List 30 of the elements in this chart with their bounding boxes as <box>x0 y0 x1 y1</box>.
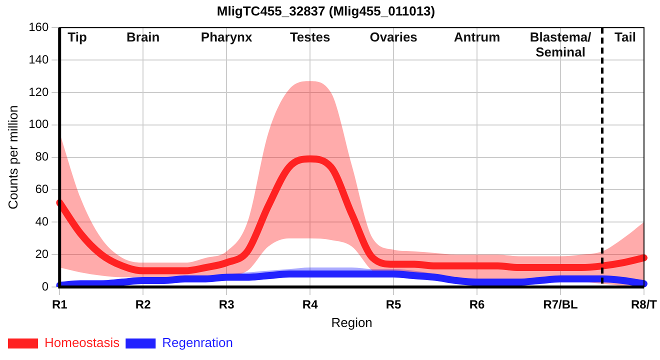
annotation: Tail <box>614 30 636 45</box>
x-axis-title: Region <box>331 314 372 330</box>
x-tick-label: R3 <box>218 298 235 312</box>
annotation: Testes <box>290 30 330 45</box>
x-tick-label: R1 <box>52 298 68 312</box>
y-tick-label: 160 <box>28 20 49 34</box>
chart-title: MligTC455_32837 (Mlig455_011013) <box>216 3 436 18</box>
y-tick-label: 120 <box>28 84 49 99</box>
annotation: Tip <box>68 30 87 45</box>
y-tick-label: 80 <box>35 150 49 164</box>
y-tick-label: 40 <box>35 214 49 228</box>
x-tick-label: R8/T <box>630 298 658 312</box>
y-tick-label: 60 <box>35 182 49 196</box>
y-tick-label: 140 <box>28 52 49 66</box>
annotation: Ovaries <box>370 30 418 45</box>
x-tick-label: R7/BL <box>543 298 578 312</box>
annotation: Pharynx <box>200 30 253 45</box>
x-tick-label: R2 <box>135 298 152 312</box>
annotation: Brain <box>126 30 160 45</box>
x-tick-label: R4 <box>302 298 318 312</box>
x-tick-label: R6 <box>469 298 486 312</box>
annotation: Blastema/ Seminal <box>530 30 592 60</box>
y-axis-title: Counts per million <box>5 105 20 210</box>
y-tick-label: 20 <box>35 246 49 261</box>
x-tick-label: R5 <box>386 298 402 312</box>
legend-label: Regenration <box>162 335 233 350</box>
y-tick-label: 100 <box>28 117 49 132</box>
y-tick-label: 0 <box>42 279 49 294</box>
annotation: Antrum <box>454 30 500 45</box>
legend-label: Homeostasis <box>44 335 120 350</box>
